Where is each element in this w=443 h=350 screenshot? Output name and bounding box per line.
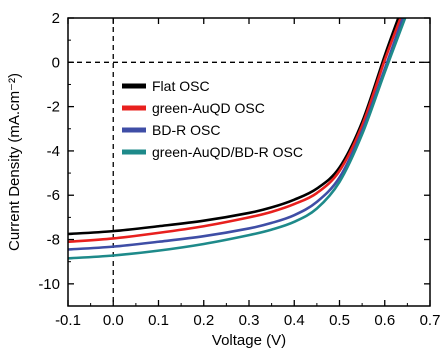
plot-frame	[67, 17, 431, 307]
y-axis-label: Current Density (mA.cm⁻²)	[6, 73, 23, 251]
y-tick-label: -2	[47, 99, 60, 116]
axis-ticks: -0.1 0.0 0.1 0.2 0.3 0.4 0.5 0.6 0.7 2 0 -2 -4 -6 -8 -1…	[38, 10, 440, 329]
x-tick-label: 0.2	[193, 312, 214, 329]
y-tick-label: -10	[38, 276, 60, 293]
x-axis-label: Voltage (V)	[212, 332, 286, 349]
x-tick-label: -0.1	[55, 312, 81, 329]
legend-label-3: BD-R OSC	[152, 122, 220, 138]
x-tick-label: 0.5	[329, 312, 350, 329]
y-tick-label: 2	[52, 10, 60, 27]
reference-lines	[68, 18, 430, 306]
y-tick-label: -4	[47, 143, 60, 160]
y-tick-label: -8	[47, 232, 60, 249]
legend-label-2: green-AuQD OSC	[152, 100, 265, 116]
x-tick-label: 0.7	[420, 312, 441, 329]
y-tick-label: -6	[47, 187, 60, 204]
plot-series	[68, 18, 407, 260]
series-line-4	[68, 18, 407, 260]
y-tick-label: 0	[52, 54, 60, 71]
x-tick-label: 0.3	[239, 312, 260, 329]
series-line-2	[68, 18, 402, 244]
x-tick-label: 0.1	[148, 312, 169, 329]
x-tick-label: 0.6	[374, 312, 395, 329]
legend-label-4: green-AuQD/BD-R OSC	[152, 144, 303, 160]
x-tick-label: 0.4	[284, 312, 305, 329]
legend-label-1: Flat OSC	[152, 78, 210, 94]
legend: Flat OSC green-AuQD OSC BD-R OSC green-AuQD…	[122, 78, 303, 160]
x-tick-label: 0.0	[103, 312, 124, 329]
series-line-1	[68, 18, 400, 236]
